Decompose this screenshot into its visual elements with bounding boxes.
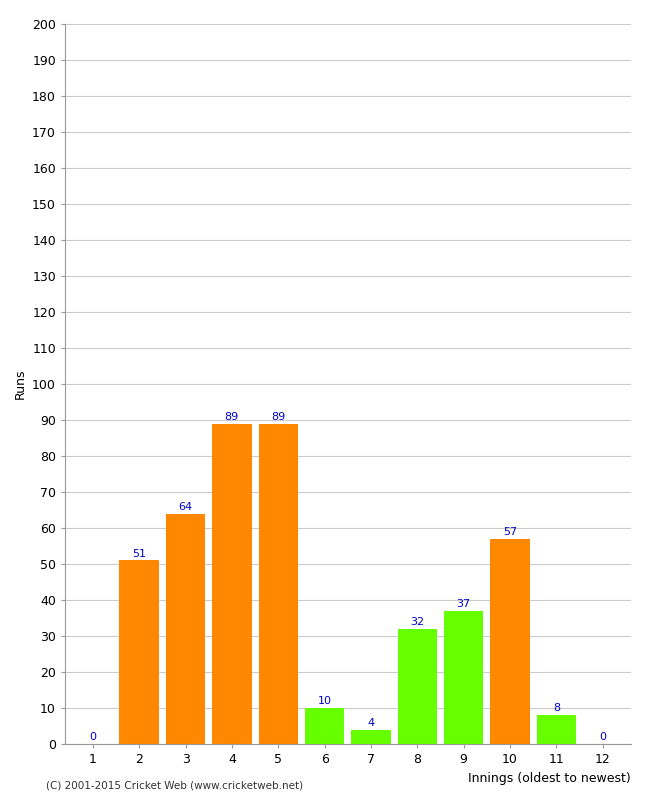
Text: 10: 10 xyxy=(318,696,332,706)
Bar xyxy=(259,423,298,744)
X-axis label: Innings (oldest to newest): Innings (oldest to newest) xyxy=(468,771,630,785)
Bar xyxy=(444,610,484,744)
Text: 51: 51 xyxy=(132,549,146,558)
Text: 8: 8 xyxy=(552,703,560,714)
Text: 0: 0 xyxy=(599,732,606,742)
Text: 37: 37 xyxy=(456,599,471,609)
Bar xyxy=(351,730,391,744)
Text: 32: 32 xyxy=(410,617,424,627)
Bar xyxy=(166,514,205,744)
Text: 4: 4 xyxy=(367,718,374,728)
Text: 89: 89 xyxy=(225,412,239,422)
Bar xyxy=(120,560,159,744)
Text: 0: 0 xyxy=(89,732,96,742)
Bar xyxy=(212,423,252,744)
Text: 64: 64 xyxy=(179,502,192,512)
Bar xyxy=(398,629,437,744)
Y-axis label: Runs: Runs xyxy=(14,369,27,399)
Bar xyxy=(305,708,344,744)
Text: 89: 89 xyxy=(271,412,285,422)
Text: 57: 57 xyxy=(503,527,517,537)
Text: (C) 2001-2015 Cricket Web (www.cricketweb.net): (C) 2001-2015 Cricket Web (www.cricketwe… xyxy=(46,781,303,790)
Bar xyxy=(537,715,576,744)
Bar xyxy=(490,539,530,744)
